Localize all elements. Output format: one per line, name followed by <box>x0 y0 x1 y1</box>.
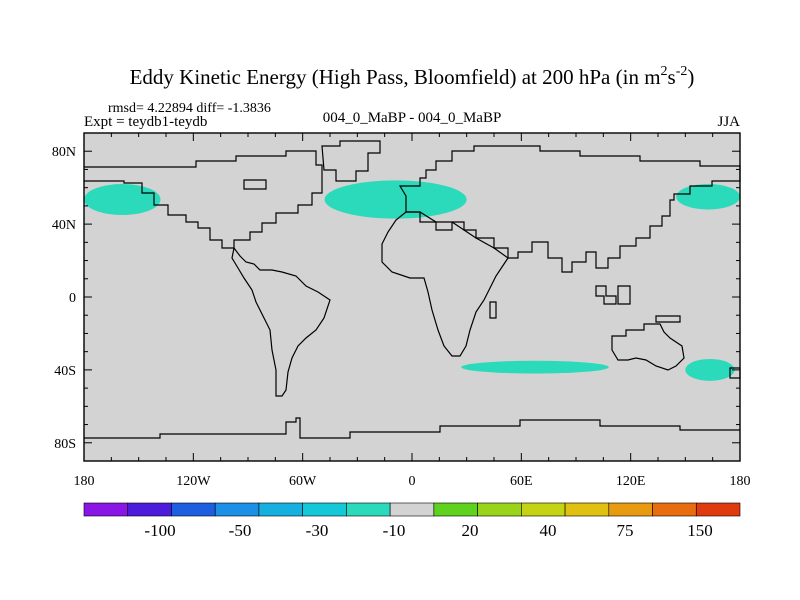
colorbar-label: -100 <box>144 521 175 540</box>
colorbar-box <box>433 502 478 517</box>
colorbar-labels: -100 -50 -30 -10 20 40 75 150 <box>144 521 712 540</box>
axis-ticks <box>83 132 741 462</box>
coastline-eurasia <box>398 145 741 273</box>
coastline-madagascar <box>489 301 497 319</box>
y-tick-label: 0 <box>69 291 76 306</box>
colorbar-box <box>608 502 653 517</box>
x-tick-label: 120E <box>616 474 646 489</box>
west-pacific-anomaly <box>676 184 740 210</box>
colorbar-box <box>346 502 391 517</box>
coastline-hudson-bay <box>243 179 267 190</box>
x-tick-label: 0 <box>409 474 416 489</box>
y-tick-labels: 80N 40N 0 40S 80S <box>52 145 76 452</box>
north-pacific-anomaly <box>84 184 161 215</box>
southwest-pacific-anomaly <box>685 358 735 381</box>
colorbar-label: -50 <box>229 521 252 540</box>
colorbar-label: 20 <box>462 521 479 540</box>
x-tick-labels: 180 120W 60W 0 60E 120E 180 <box>74 474 751 489</box>
colorbar-label: -30 <box>306 521 329 540</box>
colorbar-box <box>695 502 741 517</box>
north-atlantic-anomaly <box>324 180 467 219</box>
colorbar-box <box>214 502 260 517</box>
coastlines <box>84 140 741 439</box>
colorbar-box <box>171 502 216 517</box>
chart-title: Eddy Kinetic Energy (High Pass, Bloomfie… <box>130 64 695 89</box>
coastline-australia <box>611 323 685 371</box>
x-tick-label: 180 <box>730 474 751 489</box>
colorbar-box <box>258 502 303 517</box>
coastline-north-america <box>84 150 323 249</box>
colorbar-label: 40 <box>540 521 557 540</box>
map-panel: 180 120W 60W 0 60E 120E 180 80N 40N 0 40S 80S <box>52 132 751 489</box>
colorbar-box <box>302 502 347 517</box>
coastline-indonesia <box>595 285 617 305</box>
coastline-indonesia-east <box>617 285 631 305</box>
colorbar-box <box>652 502 697 517</box>
x-tick-label: 60W <box>289 474 317 489</box>
x-tick-label: 180 <box>74 474 95 489</box>
colorbar-box <box>521 502 566 517</box>
left-label: Expt = teydb1-teydb <box>84 114 207 130</box>
colorbar: -100 -50 -30 -10 20 40 75 150 <box>83 502 741 540</box>
colorbar-box <box>564 502 610 517</box>
colorbar-box <box>389 502 435 517</box>
y-tick-label: 80S <box>54 437 76 452</box>
indian-ocean-anomaly <box>461 360 609 374</box>
coastline-africa <box>381 211 509 357</box>
colorbar-label: 150 <box>687 521 713 540</box>
stats-line: rmsd= 4.22894 diff= -1.3836 <box>108 101 271 116</box>
colorbar-label: 75 <box>617 521 634 540</box>
colorbar-boxes <box>83 502 741 517</box>
colorbar-label: -10 <box>383 521 406 540</box>
y-tick-label: 40S <box>54 364 76 379</box>
center-label: 004_0_MaBP - 004_0_MaBP <box>323 110 502 126</box>
coastline-greenland <box>321 140 381 182</box>
colorbar-box <box>83 502 129 517</box>
colorbar-box <box>477 502 522 517</box>
x-tick-label: 60E <box>510 474 533 489</box>
y-tick-label: 40N <box>52 218 76 233</box>
coastline-south-america <box>231 246 331 397</box>
y-tick-label: 80N <box>52 145 76 160</box>
x-tick-label: 120W <box>176 474 211 489</box>
colorbar-box <box>127 502 172 517</box>
coastline-new-guinea <box>655 315 681 323</box>
season-label: JJA <box>717 114 740 130</box>
coastline-antarctica <box>84 417 740 439</box>
